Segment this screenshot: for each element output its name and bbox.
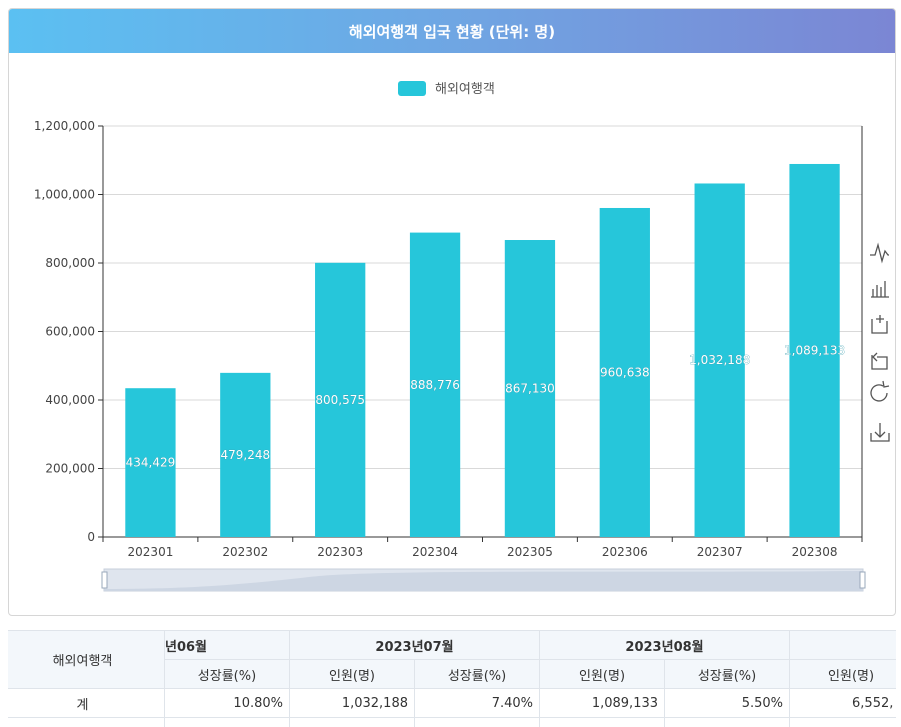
table-cell: 6,552,: [789, 688, 896, 718]
bar-chart: 해외여행객 0 200,000 400,000 600,000 800,000 1,000…: [34, 81, 890, 592]
group-header-202308: 2023년08월: [539, 630, 791, 660]
table-cell: 5.50%: [664, 688, 791, 718]
bar-value-label: 888,776: [410, 378, 460, 392]
bar[interactable]: [789, 163, 840, 537]
bar-value-label: 1,032,188: [689, 353, 750, 367]
x-tick-label: 202306: [602, 545, 648, 559]
subheader-count: 인원(명): [289, 659, 415, 689]
x-tick-label: 202304: [412, 545, 458, 559]
panel-title: 해외여행객 입국 현황 (단위: 명): [9, 9, 895, 53]
y-tick-label: 1,000,000: [34, 188, 95, 202]
y-axis-ticks: 0 200,000 400,000 600,000 800,000 1,000,000 1,…: [34, 119, 863, 544]
bar-value-label: 434,429: [126, 456, 176, 470]
bar-chart-icon[interactable]: [871, 281, 889, 298]
row-label: 계: [8, 688, 165, 718]
bar-value-label: 479,248: [221, 448, 271, 462]
table-cell: [539, 717, 666, 727]
table-cell: 1,032,188: [289, 688, 415, 718]
bar[interactable]: [599, 207, 650, 537]
table-cell: [413, 717, 541, 727]
x-tick-label: 202303: [317, 545, 363, 559]
subheader-count: 인원(명): [539, 659, 666, 689]
stack-icon[interactable]: [871, 315, 888, 334]
subheader-growth: 성장률(%): [664, 659, 791, 689]
table-cell: 1,089,133: [539, 688, 666, 718]
bar[interactable]: [220, 372, 271, 537]
bar[interactable]: [504, 240, 556, 537]
bar[interactable]: [315, 262, 366, 537]
table-cell: 10.80%: [164, 688, 290, 718]
data-table: 해외여행객 년06월 2023년07월 2023년08월 계 성장률(%) 인원…: [8, 630, 896, 727]
group-header-202306: 년06월: [164, 630, 290, 660]
x-tick-label: 202305: [507, 545, 553, 559]
table-row: [8, 717, 896, 727]
y-tick-label: 800,000: [45, 256, 95, 270]
y-tick-label: 600,000: [45, 325, 95, 339]
save-image-icon[interactable]: [870, 423, 890, 442]
grid-lines: [103, 125, 862, 538]
bar-value-label: 867,130: [505, 382, 555, 396]
y-tick-label: 200,000: [45, 462, 95, 476]
zoom-handle-left[interactable]: [101, 571, 108, 589]
data-zoom-slider[interactable]: [101, 568, 866, 592]
x-axis: 202301 202302 202303 202304 202305 202306 2023…: [102, 537, 863, 559]
bar[interactable]: [694, 183, 745, 537]
restore-icon[interactable]: [870, 380, 890, 402]
y-tick-label: 1,200,000: [34, 119, 95, 133]
group-header-202307: 2023년07월: [288, 630, 541, 660]
subheader-count: 인원(명): [789, 659, 896, 689]
tiled-icon[interactable]: [871, 352, 888, 370]
bar[interactable]: [125, 388, 176, 537]
x-tick-label: 202302: [222, 545, 268, 559]
subheader-growth: 성장률(%): [413, 659, 541, 689]
legend-label[interactable]: 해외여행객: [435, 81, 495, 97]
table-cell: [289, 717, 415, 727]
chart-panel: 해외여행객 입국 현황 (단위: 명) 해외여행객 0 200,000 400,00…: [8, 8, 896, 616]
x-tick-label: 202308: [792, 545, 838, 559]
subheader-growth: 성장률(%): [164, 659, 290, 689]
table-cell: [664, 717, 791, 727]
zoom-preview: [104, 571, 863, 591]
legend-swatch[interactable]: [398, 81, 426, 96]
bar-value-label: 1,089,133: [784, 343, 845, 357]
x-tick-label: 202307: [697, 545, 743, 559]
bar-series: 434,429 479,248 800,575 888,776 867,130 960,6…: [125, 163, 845, 537]
row-label: [8, 717, 165, 727]
bar-value-label: 960,638: [600, 365, 650, 379]
zoom-handle-right[interactable]: [859, 571, 866, 589]
table-cell: [789, 717, 896, 727]
line-chart-icon[interactable]: [870, 242, 889, 264]
bar-value-label: 800,575: [315, 393, 365, 407]
y-tick-label: 400,000: [45, 393, 95, 407]
bar[interactable]: [409, 232, 461, 537]
y-tick-label: 0: [87, 530, 95, 544]
x-tick-label: 202301: [128, 545, 174, 559]
group-header-total: 계: [789, 630, 896, 660]
table-cell: [164, 717, 290, 727]
data-table-container: 해외여행객 년06월 2023년07월 2023년08월 계 성장률(%) 인원…: [8, 630, 896, 727]
table-row: 계 10.80% 1,032,188 7.40% 1,089,133 5.50%…: [8, 688, 896, 718]
table-corner-header: 해외여행객: [8, 630, 165, 689]
table-cell: 7.40%: [413, 688, 541, 718]
